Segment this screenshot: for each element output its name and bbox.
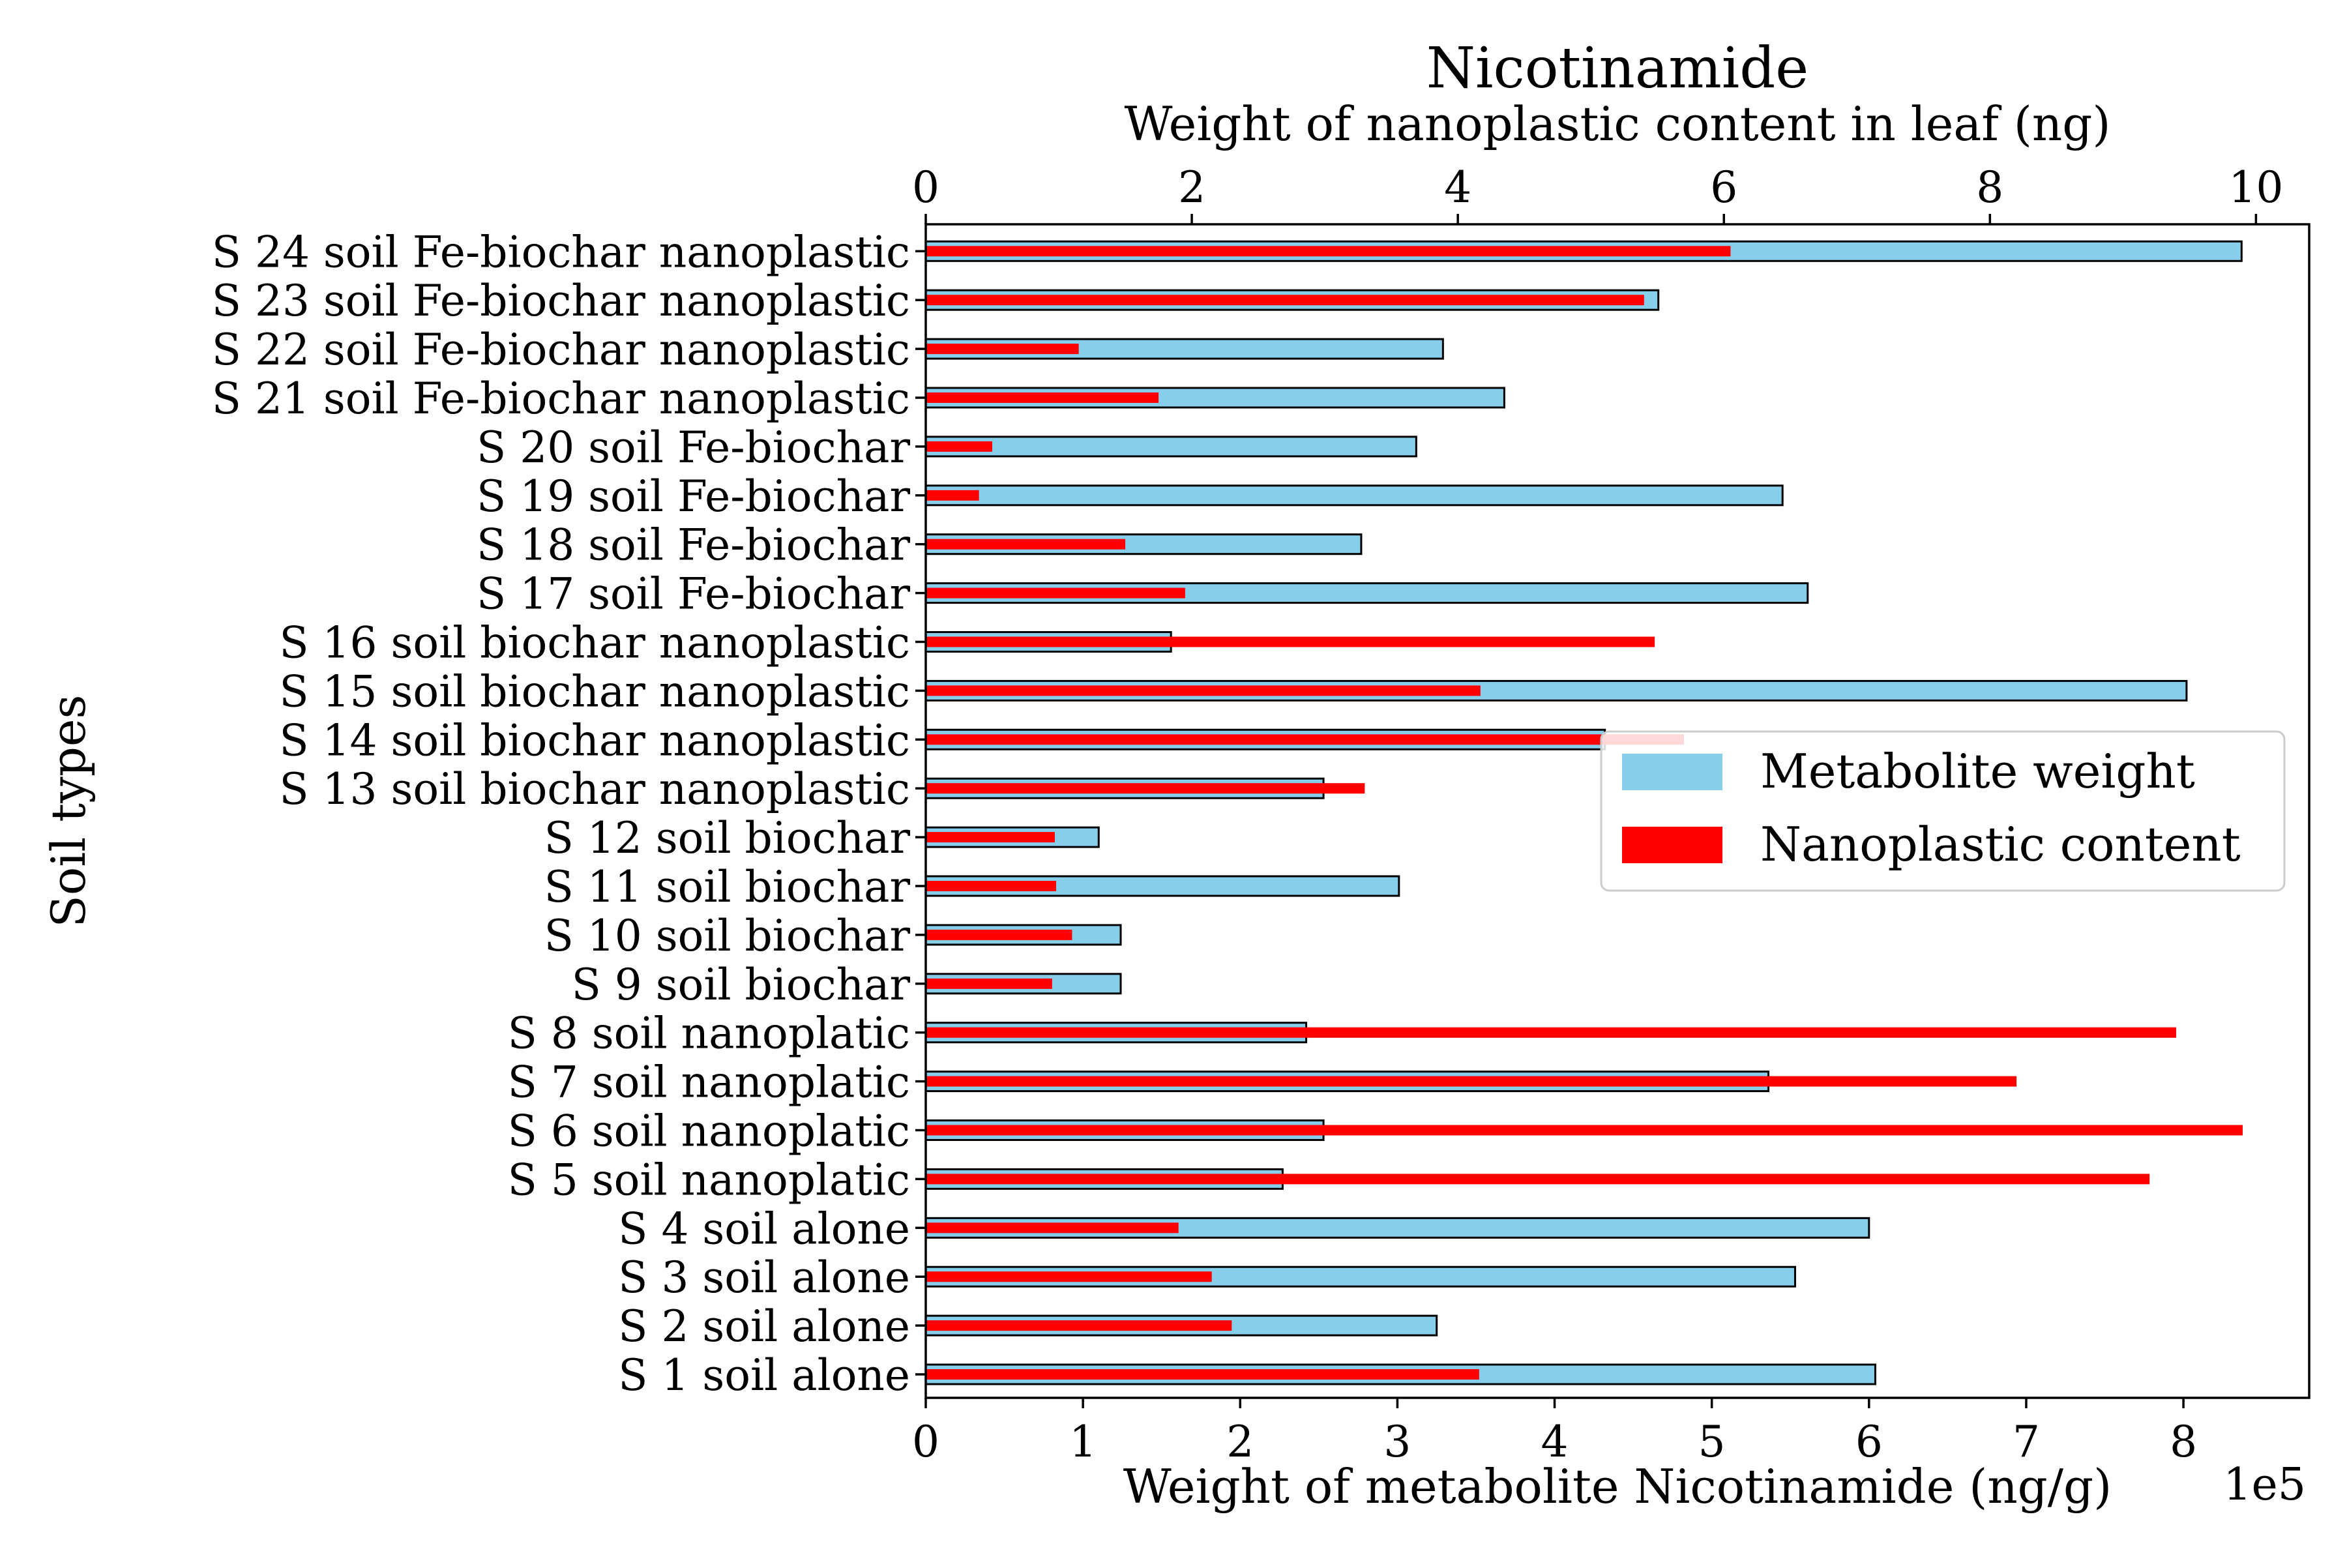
category-label: S 1 soil alone <box>618 1350 910 1400</box>
category-label: S 14 soil biochar nanoplastic <box>279 715 910 765</box>
category-label: S 22 soil Fe-biochar nanoplastic <box>212 325 910 375</box>
category-label: S 24 soil Fe-biochar nanoplastic <box>212 227 910 277</box>
bar-nanoplastic <box>926 929 1072 940</box>
bar-nanoplastic <box>926 441 993 452</box>
category-label: S 18 soil Fe-biochar <box>477 520 910 570</box>
bar-metabolite <box>924 1217 1870 1239</box>
top-tick-label: 0 <box>912 162 939 213</box>
category-label: S 23 soil Fe-biochar nanoplastic <box>212 276 910 326</box>
bottom-tick-label: 7 <box>2013 1417 2040 1467</box>
bar-nanoplastic <box>926 1222 1179 1234</box>
bar-metabolite <box>924 436 1417 458</box>
category-label: S 13 soil biochar nanoplastic <box>279 764 910 814</box>
legend-label-nanoplastic: Nanoplastic content <box>1760 817 2241 872</box>
category-label: S 4 soil alone <box>618 1204 910 1254</box>
bar-nanoplastic <box>926 636 1655 647</box>
top-tick-label: 10 <box>2228 162 2283 213</box>
bar-nanoplastic <box>926 1027 2176 1038</box>
bar-nanoplastic <box>926 1320 1232 1331</box>
top-tick-label: 8 <box>1976 162 2003 213</box>
bar-nanoplastic <box>926 832 1055 843</box>
bar-nanoplastic <box>926 587 1185 599</box>
bar-nanoplastic <box>926 246 1731 257</box>
bottom-tick-label: 1 <box>1069 1417 1097 1467</box>
category-label: S 3 soil alone <box>618 1252 910 1303</box>
category-label: S 9 soil biochar <box>572 960 911 1010</box>
bottom-tick-label: 2 <box>1226 1417 1254 1467</box>
bottom-tick-label: 0 <box>912 1417 939 1467</box>
category-label: S 19 soil Fe-biochar <box>477 471 910 522</box>
category-label: S 6 soil nanoplatic <box>508 1106 910 1157</box>
bottom-axis-label: Weight of metabolite Nicotinamide (ng/g) <box>1123 1459 2112 1514</box>
chart-title: Nicotinamide <box>1426 36 1808 101</box>
y-axis-label: Soil types <box>41 695 96 928</box>
bottom-tick-label: 4 <box>1541 1417 1569 1467</box>
ticks-layer: 0 1 2 3 4 5 6 7 8 0 2 4 6 8 10 <box>912 162 2283 1467</box>
bar-nanoplastic <box>926 881 1056 891</box>
category-label: S 12 soil biochar <box>544 813 911 863</box>
bar-nanoplastic <box>926 392 1159 403</box>
bottom-tick-label: 8 <box>2170 1417 2197 1467</box>
top-tick-label: 6 <box>1710 162 1737 213</box>
category-label: S 11 soil biochar <box>544 862 911 912</box>
category-label: S 2 soil alone <box>618 1301 910 1352</box>
bottom-tick-label: 6 <box>1855 1417 1883 1467</box>
bar-nanoplastic <box>926 1125 2243 1136</box>
bar-nanoplastic <box>926 1271 1212 1282</box>
bar-nanoplastic <box>926 1076 2017 1087</box>
bar-metabolite <box>924 484 1784 507</box>
bottom-tick-label: 5 <box>1698 1417 1726 1467</box>
legend-label-metabolite: Metabolite weight <box>1760 744 2195 799</box>
category-label: S 7 soil nanoplatic <box>508 1058 910 1108</box>
legend-box <box>1600 730 2286 892</box>
bottom-axis-offset-label: 1e5 <box>2223 1459 2306 1511</box>
category-label: S 21 soil Fe-biochar nanoplastic <box>212 374 910 424</box>
bar-nanoplastic <box>926 978 1052 989</box>
bottom-tick-label: 3 <box>1383 1417 1411 1467</box>
category-label: S 15 soil biochar nanoplastic <box>279 666 910 717</box>
legend-swatch-nanoplastic <box>1622 827 1722 863</box>
top-axis-label: Weight of nanoplastic content in leaf (n… <box>1125 96 2111 151</box>
bar-nanoplastic <box>926 1369 1479 1380</box>
plot-frame <box>924 223 2310 1399</box>
bar-nanoplastic <box>926 1174 2150 1185</box>
category-label: S 10 soil biochar <box>544 911 911 961</box>
bars-layer <box>924 240 2243 1385</box>
category-label: S 17 soil Fe-biochar <box>477 569 910 619</box>
bar-nanoplastic <box>926 490 979 501</box>
bar-nanoplastic <box>926 783 1365 794</box>
bar-nanoplastic <box>926 539 1126 550</box>
category-label: S 20 soil Fe-biochar <box>477 422 910 473</box>
top-tick-label: 2 <box>1178 162 1205 213</box>
bar-nanoplastic <box>926 344 1079 355</box>
category-label: S 16 soil biochar nanoplastic <box>279 618 910 668</box>
category-label: S 8 soil nanoplatic <box>508 1009 910 1059</box>
top-tick-label: 4 <box>1444 162 1471 213</box>
bar-nanoplastic <box>926 685 1481 696</box>
legend: Metabolite weight Nanoplastic content <box>1600 730 2286 892</box>
legend-swatch-metabolite <box>1622 754 1722 790</box>
category-label: S 5 soil nanoplatic <box>508 1155 910 1205</box>
bar-nanoplastic <box>926 734 1685 745</box>
bar-nanoplastic <box>926 295 1644 306</box>
